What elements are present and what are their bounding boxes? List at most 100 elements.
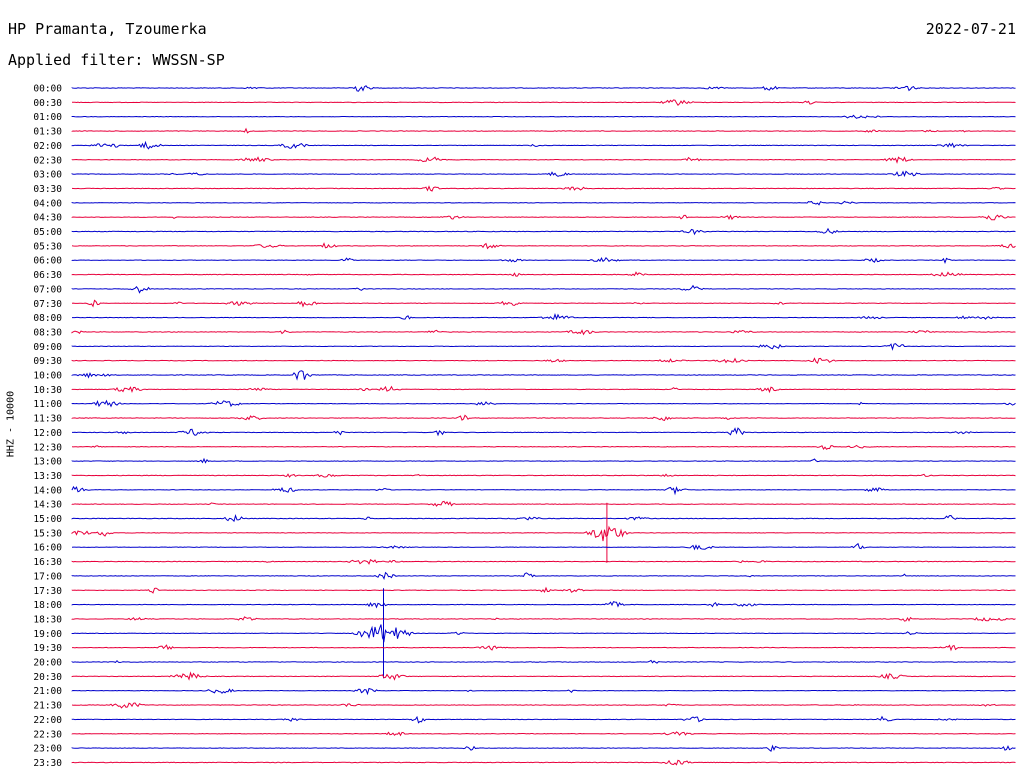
- trace-line: [71, 542, 1016, 551]
- trace-label: 00:30: [33, 98, 62, 109]
- trace-line: [71, 284, 1016, 294]
- trace-line: [71, 414, 1016, 421]
- trace-line: [71, 170, 1016, 178]
- trace-line: [71, 514, 1016, 523]
- trace-line: [71, 485, 1016, 496]
- trace-line: [72, 99, 1016, 106]
- trace-label: 23:00: [33, 744, 62, 755]
- trace-line: [71, 571, 1016, 580]
- trace-label: 17:00: [33, 571, 62, 582]
- trace-line: [71, 214, 1016, 221]
- trace-line: [71, 156, 1016, 164]
- trace-line: [71, 601, 1016, 609]
- trace-line: [71, 399, 1016, 408]
- trace-label: 07:30: [33, 299, 62, 310]
- station-title: HP Pramanta, Tzoumerka: [8, 20, 207, 38]
- trace-line: [71, 185, 1016, 192]
- trace-label: 21:00: [33, 686, 62, 697]
- trace-label: 02:30: [33, 155, 62, 166]
- trace-label: 16:00: [33, 543, 62, 554]
- trace-line: [71, 357, 1016, 364]
- trace-label: 06:30: [33, 270, 62, 281]
- trace-line: [71, 370, 1016, 381]
- trace-line: [71, 227, 1016, 236]
- trace-line: [71, 500, 1016, 507]
- trace-line: [71, 687, 1016, 696]
- trace-label: 15:00: [33, 514, 62, 525]
- trace-label: 01:30: [33, 127, 62, 138]
- trace-label: 06:00: [33, 256, 62, 267]
- trace-label: 00:00: [33, 84, 62, 95]
- trace-line: [71, 659, 1016, 664]
- plot-date: 2022-07-21: [925, 20, 1016, 38]
- trace-label: 14:00: [33, 485, 62, 496]
- trace-line: [71, 385, 1016, 394]
- trace-line: [71, 140, 1016, 150]
- trace-line: [71, 559, 1016, 565]
- trace-label: 03:00: [33, 170, 62, 181]
- trace-line: [71, 200, 1016, 206]
- trace-label: 18:30: [33, 614, 62, 625]
- trace-label: 08:30: [33, 327, 62, 338]
- trace-label: 04:30: [33, 213, 62, 224]
- trace-line: [71, 127, 1016, 134]
- trace-line: [71, 473, 1016, 478]
- trace-line: [72, 313, 1016, 321]
- trace-line: [71, 242, 1016, 250]
- trace-line: [71, 525, 1016, 542]
- trace-line: [72, 427, 1016, 437]
- trace-line: [71, 444, 1016, 451]
- trace-label: 11:00: [33, 399, 62, 410]
- trace-label: 13:30: [33, 471, 62, 482]
- trace-label: 08:00: [33, 313, 62, 324]
- trace-line: [71, 271, 1016, 277]
- trace-label: 04:00: [33, 198, 62, 209]
- trace-line: [71, 715, 1016, 724]
- trace-line: [71, 731, 1016, 737]
- trace-line: [72, 644, 1016, 652]
- trace-label: 07:00: [33, 284, 62, 295]
- trace-label: 13:00: [33, 457, 62, 468]
- trace-label: 19:00: [33, 629, 62, 640]
- trace-line: [71, 586, 1016, 594]
- trace-line: [71, 624, 1016, 643]
- trace-label: 10:30: [33, 385, 62, 396]
- trace-label: 11:30: [33, 414, 62, 425]
- trace-label: 15:30: [33, 528, 62, 539]
- trace-label: 20:00: [33, 658, 62, 669]
- trace-label: 05:00: [33, 227, 62, 238]
- trace-line: [71, 85, 1016, 92]
- trace-line: [71, 744, 1016, 753]
- trace-line: [71, 759, 1016, 766]
- trace-label: 03:30: [33, 184, 62, 195]
- trace-line: [71, 457, 1016, 464]
- trace-line: [71, 343, 1016, 351]
- trace-line: [71, 671, 1016, 681]
- trace-line: [71, 702, 1016, 709]
- trace-label: 23:30: [33, 758, 62, 769]
- trace-line: [71, 616, 1016, 622]
- trace-label: 12:30: [33, 442, 62, 453]
- trace-label: 02:00: [33, 141, 62, 152]
- trace-label: 17:30: [33, 586, 62, 597]
- trace-label: 21:30: [33, 701, 62, 712]
- trace-label: 18:00: [33, 600, 62, 611]
- trace-label: 22:30: [33, 729, 62, 740]
- trace-label: 20:30: [33, 672, 62, 683]
- trace-label: 16:30: [33, 557, 62, 568]
- trace-label: 19:30: [33, 643, 62, 654]
- trace-label: 10:00: [33, 371, 62, 382]
- trace-label: 01:00: [33, 112, 62, 123]
- trace-label: 09:00: [33, 342, 62, 353]
- trace-line: [71, 329, 1016, 336]
- trace-label: 05:30: [33, 241, 62, 252]
- trace-line: [71, 256, 1016, 265]
- trace-line: [71, 299, 1016, 308]
- trace-label: 22:00: [33, 715, 62, 726]
- filter-label: Applied filter: WWSSN-SP: [8, 51, 225, 69]
- trace-line: [71, 114, 1016, 119]
- trace-label: 14:30: [33, 500, 62, 511]
- trace-label: 09:30: [33, 356, 62, 367]
- trace-label: 12:00: [33, 428, 62, 439]
